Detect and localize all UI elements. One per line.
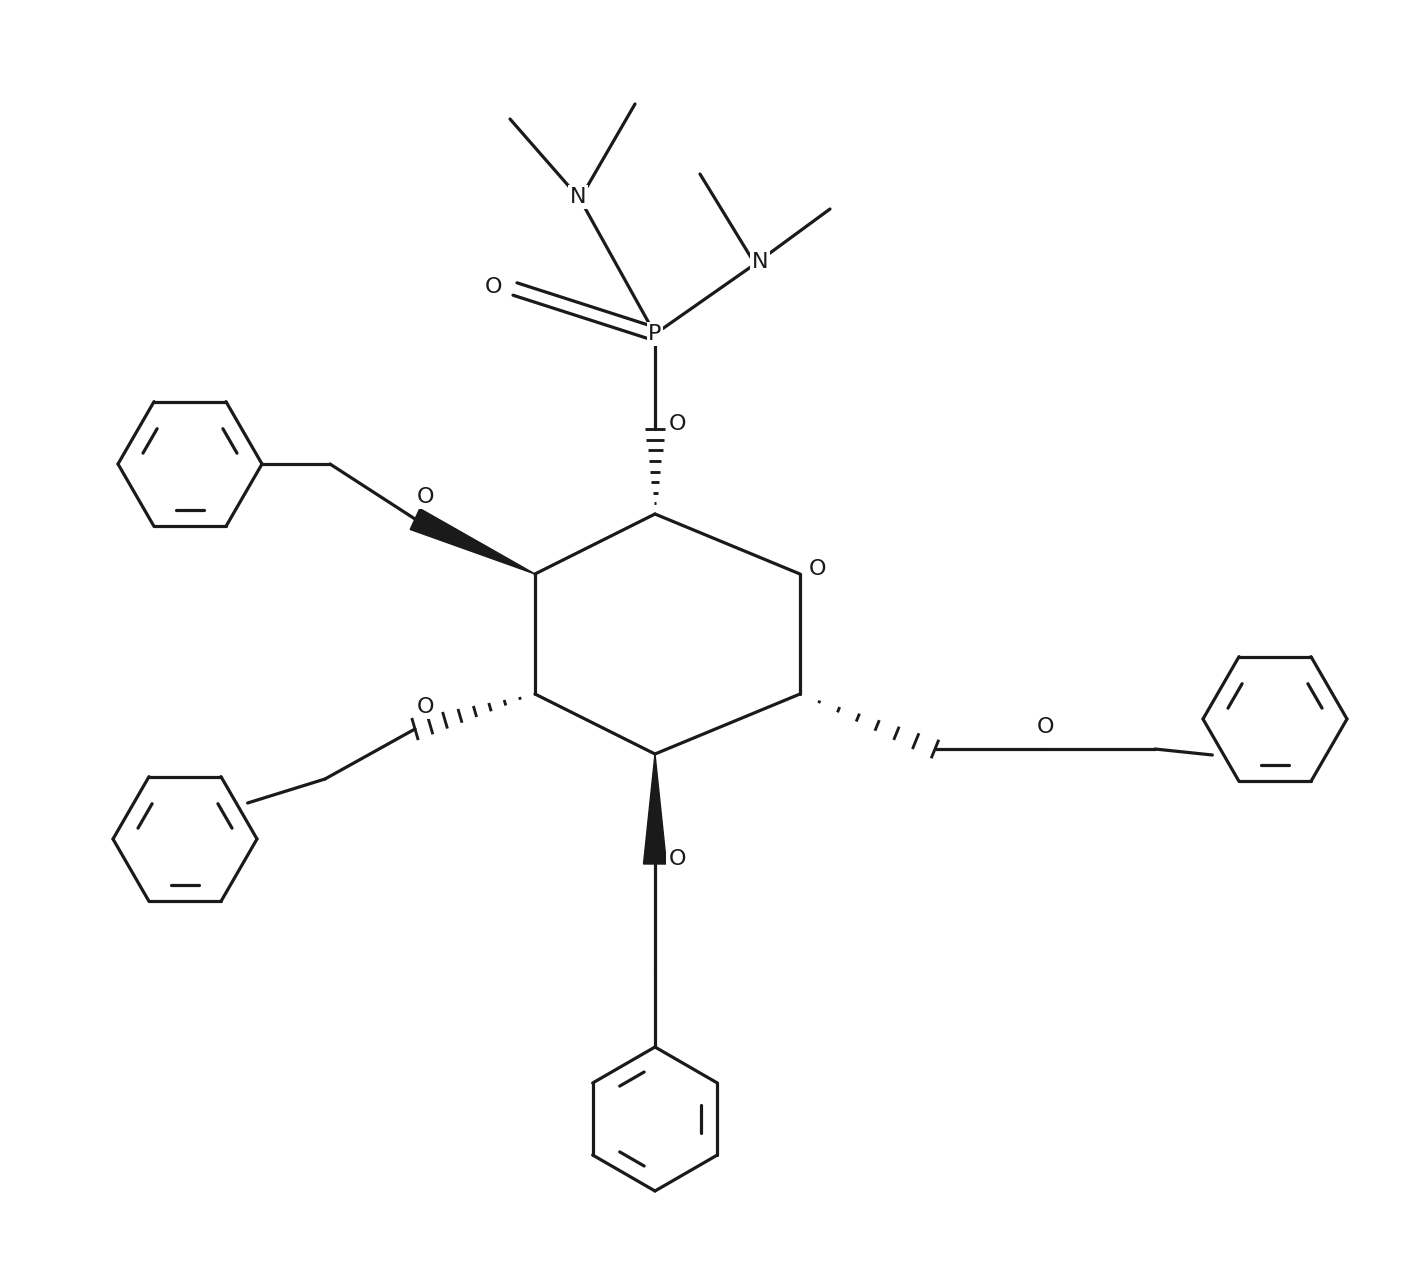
Text: O: O [668,413,685,434]
Text: O: O [810,559,827,579]
Text: O: O [484,277,501,297]
Text: O: O [416,697,434,716]
Text: N: N [570,187,587,207]
Text: P: P [648,324,661,344]
Polygon shape [410,508,536,574]
Text: O: O [668,849,685,869]
Polygon shape [644,754,667,864]
Text: O: O [416,487,434,507]
Text: O: O [1037,716,1054,737]
Text: N: N [751,252,768,272]
